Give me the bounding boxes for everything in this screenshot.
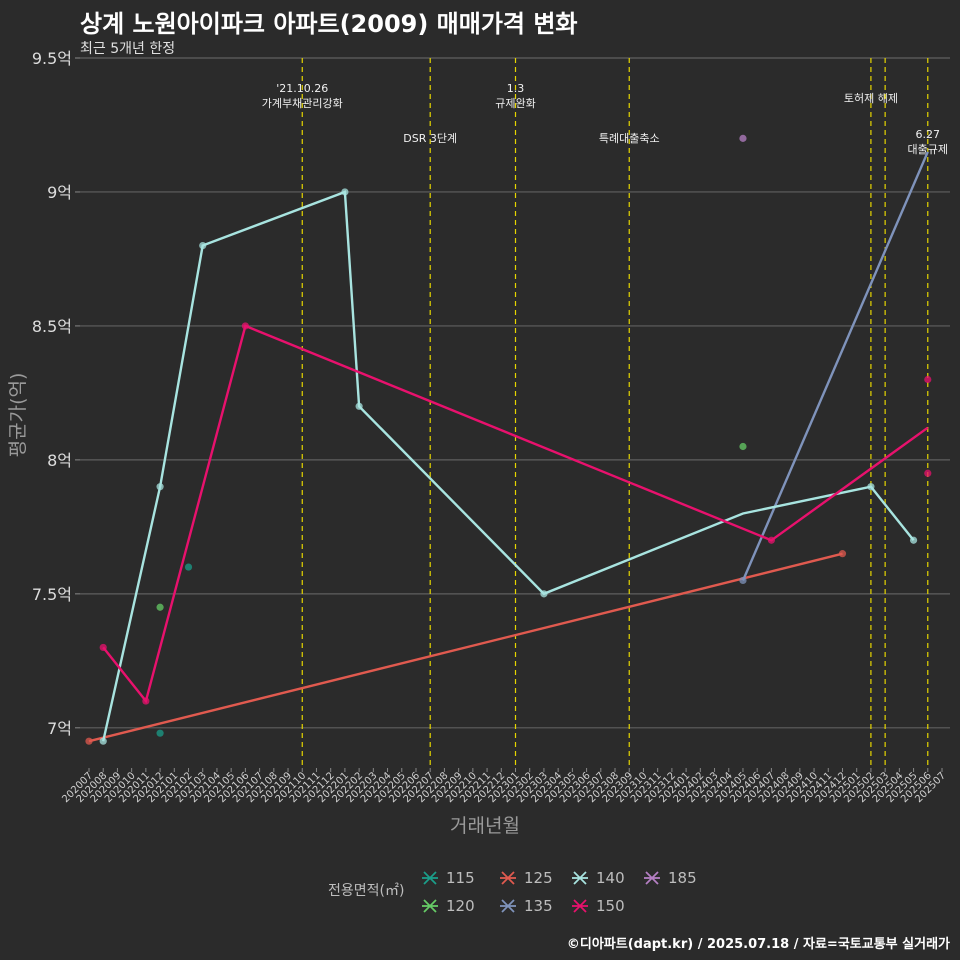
data-point-150 [924, 469, 932, 477]
legend-label: 115 [446, 869, 475, 887]
event-annotation: 규제완화 [495, 97, 535, 110]
data-point-140 [540, 590, 548, 598]
chart-title: 상계 노원아이파크 아파트(2009) 매매가격 변화 [80, 10, 578, 38]
data-point-150 [767, 536, 776, 544]
y-tick-label: 9.5억 [32, 49, 72, 68]
data-point-135 [739, 576, 747, 585]
data-point-150 [142, 697, 150, 705]
data-point-115 [184, 563, 193, 571]
legend-label: 135 [524, 897, 553, 915]
series-line-135 [741, 151, 929, 581]
data-point-150 [241, 322, 249, 330]
y-tick-label: 8억 [47, 451, 72, 470]
event-annotation: 토허제 해제 [844, 91, 898, 105]
legend-label: 140 [596, 869, 625, 887]
data-point-140 [156, 483, 164, 491]
y-tick-label: 9억 [47, 183, 72, 202]
credit-text: ©디아파트(dapt.kr) / 2025.07.18 / 자료=국토교통부 실… [566, 937, 950, 952]
event-annotation: 특례대출축소 [599, 132, 660, 145]
legend-label: 150 [596, 897, 625, 915]
event-annotation: 6.27 [916, 128, 941, 141]
data-point-120 [156, 603, 164, 611]
legend-key-icon [644, 871, 660, 885]
data-point-185 [739, 134, 747, 142]
data-point-140 [355, 402, 363, 410]
data-point-140 [341, 188, 349, 196]
legend-label: 120 [446, 897, 475, 915]
legend-label: 185 [668, 869, 697, 887]
data-point-140 [99, 737, 107, 745]
data-point-140 [199, 241, 207, 250]
legend-key-icon [422, 871, 438, 885]
legend-title: 전용면적(㎡) [328, 883, 405, 899]
y-tick-label: 8.5억 [32, 317, 72, 336]
series-line-125 [88, 552, 843, 743]
y-axis-title: 평균가(억) [7, 373, 29, 458]
data-point-140 [867, 483, 875, 491]
data-point-140 [909, 536, 918, 544]
event-annotation: '21.10.26 [276, 82, 328, 95]
legend-key-icon [500, 899, 516, 913]
y-tick-label: 7억 [47, 719, 72, 738]
data-point-150 [924, 375, 932, 384]
event-annotation: DSR 3단계 [403, 132, 457, 145]
event-annotation: 가계부채관리강화 [262, 97, 343, 110]
y-tick-label: 7.5억 [32, 585, 72, 604]
x-axis-title: 거래년월 [450, 815, 520, 837]
legend-label: 125 [524, 869, 553, 887]
event-annotation: 1.3 [507, 82, 525, 95]
legend-key-icon [572, 899, 588, 913]
data-point-120 [739, 442, 747, 451]
data-point-125 [85, 737, 93, 745]
legend-key-icon [572, 871, 588, 885]
chart-subtitle: 최근 5개년 한정 [80, 41, 176, 57]
legend-key-icon [500, 871, 516, 885]
data-point-150 [99, 643, 107, 652]
legend-key-icon [422, 899, 438, 913]
data-point-115 [156, 729, 164, 737]
data-point-125 [838, 550, 847, 558]
event-annotation: 대출규제 [908, 143, 948, 156]
